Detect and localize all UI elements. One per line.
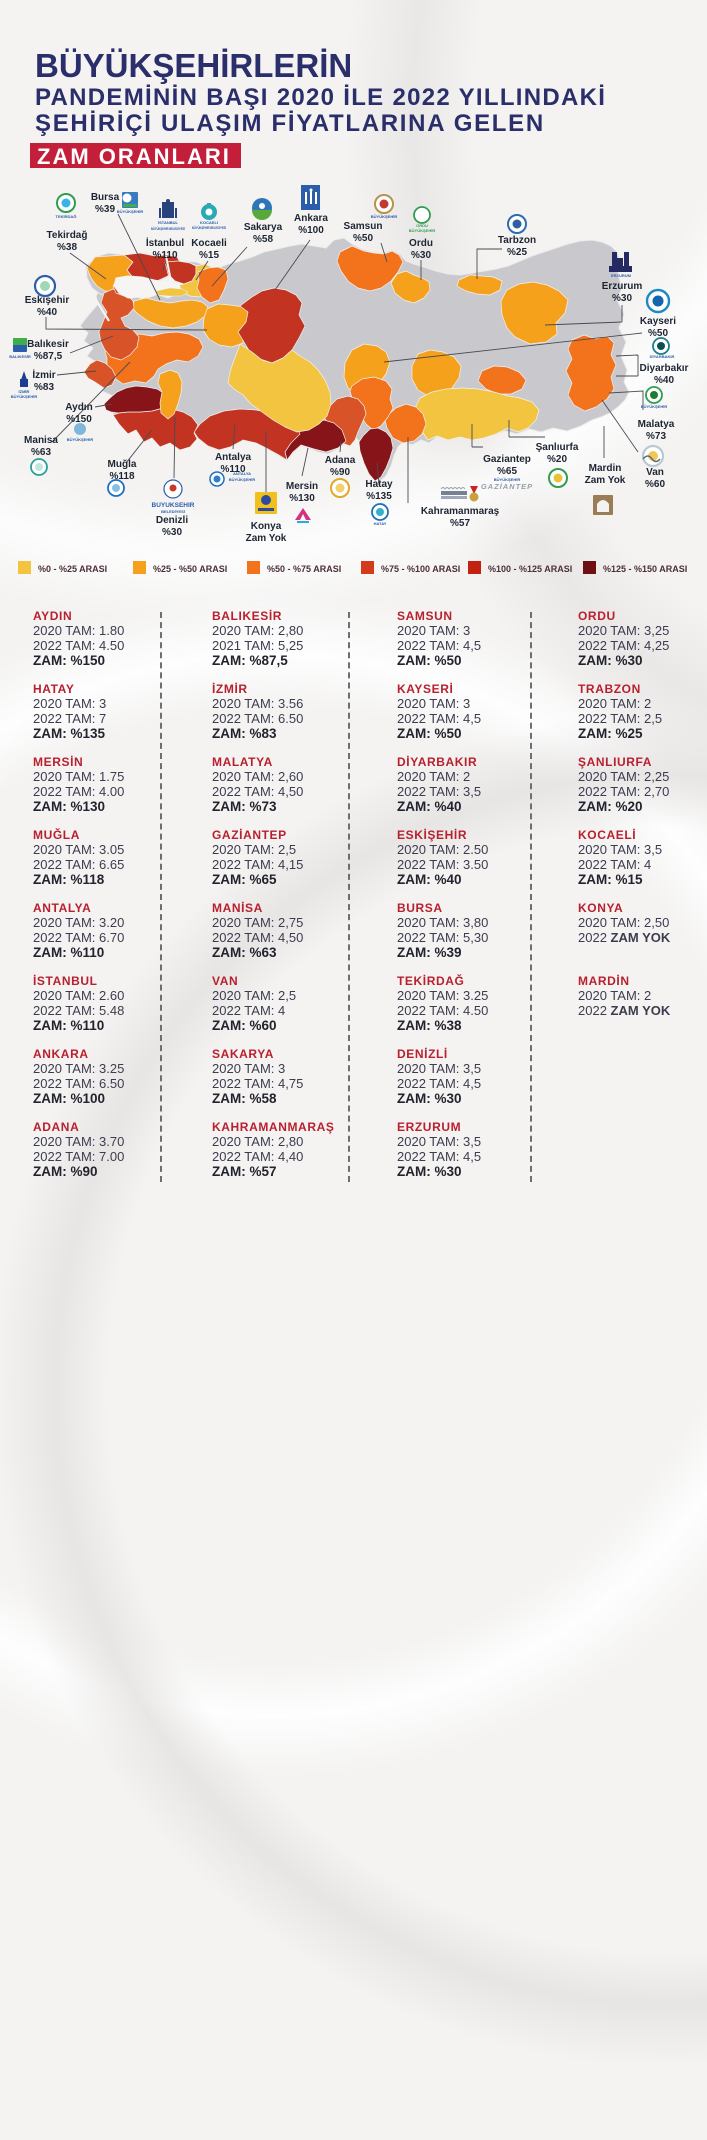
svg-text:%40: %40 xyxy=(654,375,674,386)
svg-text:Denizli: Denizli xyxy=(156,515,188,526)
svg-text:%20: %20 xyxy=(547,454,567,465)
svg-text:%90: %90 xyxy=(330,467,350,478)
svg-text:BÜYÜKŞEHİR: BÜYÜKŞEHİR xyxy=(67,437,94,442)
svg-text:BÜYÜKŞEHİR: BÜYÜKŞEHİR xyxy=(371,214,398,219)
svg-text:%25: %25 xyxy=(507,247,527,258)
svg-text:%65: %65 xyxy=(497,466,517,477)
svg-text:BÜYÜKŞEHİR: BÜYÜKŞEHİR xyxy=(409,228,436,233)
svg-text:%30: %30 xyxy=(612,293,632,304)
svg-text:İzmir: İzmir xyxy=(32,368,55,381)
svg-text:%110: %110 xyxy=(220,464,245,475)
svg-text:%39: %39 xyxy=(95,204,115,215)
svg-text:İZMİR: İZMİR xyxy=(19,389,30,394)
svg-text:Adana: Adana xyxy=(325,455,356,466)
svg-text:Erzurum: Erzurum xyxy=(602,281,643,292)
svg-text:Kahramanmaraş: Kahramanmaraş xyxy=(421,506,500,517)
svg-text:%50: %50 xyxy=(353,233,373,244)
svg-text:Diyarbakır: Diyarbakır xyxy=(640,363,689,374)
svg-text:Şanlıurfa: Şanlıurfa xyxy=(536,442,579,453)
svg-text:İSTANBUL: İSTANBUL xyxy=(158,220,178,225)
svg-text:%130: %130 xyxy=(289,493,315,504)
svg-text:%15: %15 xyxy=(199,250,219,261)
svg-text:%83: %83 xyxy=(34,382,54,393)
svg-text:HATAY: HATAY xyxy=(374,521,387,526)
svg-text:Bursa: Bursa xyxy=(91,192,120,203)
svg-text:Hatay: Hatay xyxy=(365,479,393,490)
svg-text:BÜYÜKŞEHİR: BÜYÜKŞEHİR xyxy=(117,209,144,214)
svg-text:%58: %58 xyxy=(253,234,273,245)
svg-text:İstanbul: İstanbul xyxy=(146,236,185,249)
svg-text:Gaziantep: Gaziantep xyxy=(483,454,531,465)
svg-text:ANTALYA: ANTALYA xyxy=(233,471,251,476)
svg-text:BÜYÜKŞEHİR: BÜYÜKŞEHİR xyxy=(11,394,38,399)
svg-text:Muğla: Muğla xyxy=(108,459,137,470)
svg-text:Sakarya: Sakarya xyxy=(244,222,283,233)
svg-text:Van: Van xyxy=(646,467,664,478)
svg-text:Eskişehir: Eskişehir xyxy=(25,295,70,306)
svg-text:%50: %50 xyxy=(648,328,668,339)
svg-text:%135: %135 xyxy=(366,491,392,502)
svg-text:Kocaeli: Kocaeli xyxy=(191,238,227,249)
svg-text:ERZURUM: ERZURUM xyxy=(611,273,632,278)
svg-text:Aydın: Aydın xyxy=(65,402,92,413)
svg-text:Ordu: Ordu xyxy=(409,238,433,249)
svg-text:ORDU: ORDU xyxy=(416,223,428,228)
svg-text:%30: %30 xyxy=(411,250,431,261)
svg-text:Tarbzon: Tarbzon xyxy=(498,235,536,246)
svg-text:Mardin: Mardin xyxy=(589,463,622,474)
svg-text:%63: %63 xyxy=(31,447,51,458)
svg-text:BÜYÜKŞEHİR: BÜYÜKŞEHİR xyxy=(229,477,256,482)
svg-text:%30: %30 xyxy=(162,527,182,538)
svg-text:BÜYÜKŞEHİR: BÜYÜKŞEHİR xyxy=(641,404,668,409)
svg-text:BALIKESİR: BALIKESİR xyxy=(9,354,31,359)
svg-text:Tekirdağ: Tekirdağ xyxy=(47,230,88,241)
svg-text:%118: %118 xyxy=(109,471,134,482)
svg-text:BUYUKSEHIR: BUYUKSEHIR xyxy=(152,502,195,509)
svg-text:TEKİRDAĞ: TEKİRDAĞ xyxy=(56,214,77,219)
svg-text:%38: %38 xyxy=(57,242,77,253)
svg-text:%87,5: %87,5 xyxy=(34,351,63,362)
svg-text:%110: %110 xyxy=(152,250,177,261)
svg-text:Zam Yok: Zam Yok xyxy=(585,475,626,486)
svg-text:Kayseri: Kayseri xyxy=(640,316,676,327)
svg-text:Balıkesir: Balıkesir xyxy=(27,339,69,350)
svg-text:%100: %100 xyxy=(298,225,324,236)
svg-text:BÜYÜKŞEHİR BELEDİYESİ: BÜYÜKŞEHİR BELEDİYESİ xyxy=(192,225,226,230)
svg-text:%73: %73 xyxy=(646,431,666,442)
svg-text:BELEDİYESİ: BELEDİYESİ xyxy=(161,509,185,514)
svg-text:Manisa: Manisa xyxy=(24,435,58,446)
svg-text:Mersin: Mersin xyxy=(286,481,318,492)
svg-text:%57: %57 xyxy=(450,518,470,529)
svg-text:DİYARBAKIR: DİYARBAKIR xyxy=(650,354,675,359)
svg-text:BÜYÜKŞEHİR: BÜYÜKŞEHİR xyxy=(494,477,521,482)
svg-text:%40: %40 xyxy=(37,307,57,318)
svg-text:%150: %150 xyxy=(66,414,92,425)
svg-text:BÜYÜKŞEHİR BELEDİYESİ: BÜYÜKŞEHİR BELEDİYESİ xyxy=(151,226,185,231)
svg-text:Antalya: Antalya xyxy=(215,452,252,463)
svg-text:Malatya: Malatya xyxy=(638,419,675,430)
svg-text:%60: %60 xyxy=(645,479,665,490)
svg-text:GAZİANTEP: GAZİANTEP xyxy=(481,482,533,491)
svg-text:Zam Yok: Zam Yok xyxy=(246,533,287,544)
svg-text:Konya: Konya xyxy=(251,521,282,532)
svg-text:Samsun: Samsun xyxy=(344,221,383,232)
svg-text:KOCAELİ: KOCAELİ xyxy=(200,220,218,225)
svg-text:Ankara: Ankara xyxy=(294,213,328,224)
